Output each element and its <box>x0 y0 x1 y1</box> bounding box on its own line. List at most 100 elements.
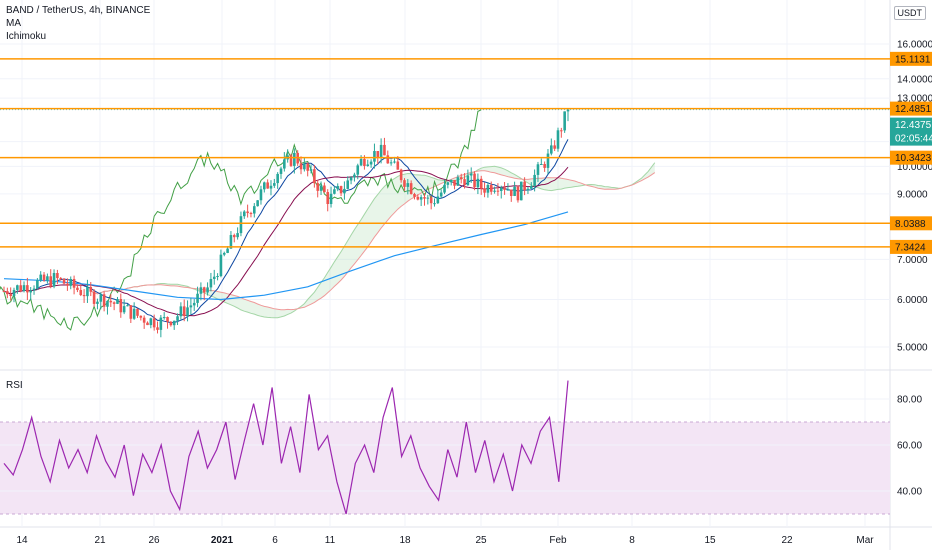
ichimoku-span-a <box>90 162 656 319</box>
ichimoku-indicator-label[interactable]: Ichimoku <box>6 31 47 42</box>
candle-body <box>202 287 206 293</box>
candle-body <box>359 158 363 166</box>
candle-body <box>316 183 320 191</box>
candle-body <box>299 163 303 170</box>
ichimoku-lagging-span <box>0 109 482 331</box>
level-price-label: 12.4851 <box>895 104 932 115</box>
candle-body <box>212 276 216 279</box>
candle-body <box>76 287 79 291</box>
candle-body <box>446 182 450 185</box>
candle-body <box>216 276 219 278</box>
candle-body <box>136 308 139 316</box>
candle-body <box>276 173 279 184</box>
candle-body <box>416 196 420 200</box>
candle-body <box>536 164 540 175</box>
candle-body <box>46 276 49 281</box>
x-tick-label: Mar <box>856 535 874 546</box>
candle-body <box>389 162 393 164</box>
candle-body <box>259 189 263 201</box>
y-tick-label: 10.0000 <box>897 162 932 173</box>
candle-body <box>96 301 99 304</box>
candle-body <box>529 185 533 189</box>
level-price-label: 15.1131 <box>895 54 931 65</box>
x-tick-label: 21 <box>94 535 106 546</box>
y-tick-label: 14.0000 <box>897 74 932 85</box>
candle-body <box>166 317 169 322</box>
candle-body <box>353 174 356 178</box>
candle-body <box>326 192 330 205</box>
candle-body <box>540 164 543 166</box>
y-tick-label: 7.0000 <box>897 255 928 266</box>
candle-body <box>42 274 46 281</box>
candle-body <box>263 182 266 190</box>
candle-body <box>473 173 476 188</box>
x-tick-label: 14 <box>16 535 28 546</box>
candle-body <box>59 278 63 280</box>
candle-body <box>99 294 103 302</box>
candle-body <box>229 235 233 249</box>
candle-body <box>219 254 223 277</box>
candle-body <box>182 306 186 316</box>
candle-body <box>92 291 96 304</box>
candle-body <box>423 197 426 199</box>
candle-body <box>246 211 249 214</box>
y-tick-label: 5.0000 <box>897 343 928 354</box>
current-price-tag <box>890 117 932 146</box>
candle-body <box>523 181 526 191</box>
candle-body <box>483 188 486 193</box>
candle-body <box>159 317 163 330</box>
candle-body <box>323 185 326 193</box>
x-tick-label: Feb <box>549 535 567 546</box>
candle-body <box>303 163 306 170</box>
level-price-tag <box>890 101 932 116</box>
candle-body <box>463 179 466 186</box>
candle-body <box>533 174 536 186</box>
candle-body <box>226 248 229 253</box>
rsi-line <box>3 380 569 515</box>
candle-body <box>369 161 373 165</box>
candle-body <box>256 200 259 207</box>
currency-button[interactable]: USDT <box>893 6 926 20</box>
candle-body <box>2 290 6 292</box>
candle-body <box>232 235 236 238</box>
level-price-label: 10.3423 <box>895 153 932 164</box>
candle-body <box>516 186 520 201</box>
symbol-title[interactable]: BAND / TetherUS, 4h, BINANCE <box>6 5 151 16</box>
candle-body <box>26 285 29 293</box>
candle-body <box>56 273 59 279</box>
x-tick-label: 2021 <box>211 535 234 546</box>
candle-body <box>189 305 193 308</box>
x-tick-label: 22 <box>781 535 793 546</box>
candle-body <box>543 164 546 168</box>
candle-body <box>406 183 410 187</box>
y-tick-label: 9.0000 <box>897 189 928 200</box>
candle-body <box>283 159 286 169</box>
candle-body <box>289 155 293 166</box>
candle-body <box>459 177 463 180</box>
rsi-indicator-label[interactable]: RSI <box>6 380 23 391</box>
current-price-label: 12.4375 <box>895 120 932 131</box>
rsi-tick-label: 60.00 <box>897 441 922 452</box>
x-tick-label: 8 <box>629 535 635 546</box>
candle-body <box>449 179 453 183</box>
ma-indicator-label[interactable]: MA <box>6 18 21 29</box>
candle-body <box>22 285 26 292</box>
candle-body <box>132 308 136 319</box>
candle-body <box>550 145 553 154</box>
x-tick-label: 15 <box>704 535 716 546</box>
candle-body <box>146 322 149 326</box>
candle-body <box>6 291 9 295</box>
candle-body <box>79 290 83 296</box>
candle-body <box>236 233 239 238</box>
candle-body <box>313 169 316 184</box>
candle-body <box>379 144 383 158</box>
chart-legend: BAND / TetherUS, 4h, BINANCE MA Ichimoku <box>6 4 150 43</box>
candle-body <box>19 285 22 292</box>
candle-body <box>129 305 133 319</box>
level-price-label: 7.3424 <box>895 242 926 253</box>
x-tick-label: 18 <box>399 535 411 546</box>
candle-body <box>293 152 296 166</box>
candle-body <box>156 327 159 330</box>
candle-body <box>556 130 560 149</box>
candle-body <box>503 187 506 190</box>
